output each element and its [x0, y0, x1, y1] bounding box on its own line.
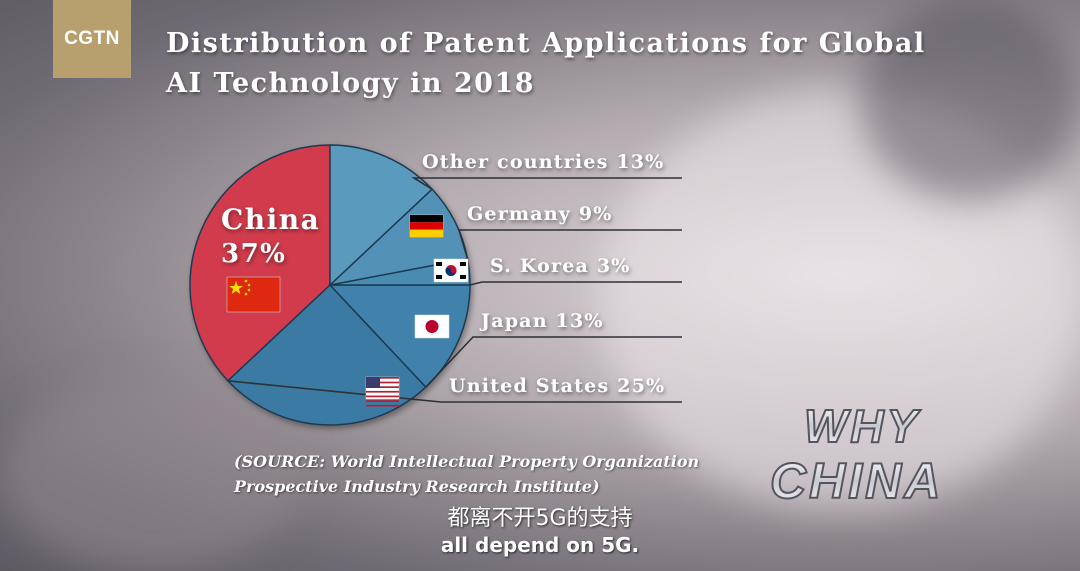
leader-line-other-countries [411, 177, 682, 190]
cgtn-logo: CGTN [53, 0, 131, 78]
china-label-percent: 37% [221, 239, 286, 269]
japan-flag-icon [414, 314, 450, 339]
watermark-line-2: CHINA [770, 453, 943, 509]
why-china-watermark: WHY CHINA [769, 399, 943, 510]
background-blur-shadow-left [0, 380, 300, 571]
subtitle-english: all depend on 5G. [440, 533, 640, 557]
watermark-line-1: WHY [804, 400, 922, 452]
leader-line-s-korea [469, 281, 682, 286]
slice-label-united-states: United States 25% [449, 375, 665, 397]
slice-label-s-korea: S. Korea 3% [490, 255, 631, 277]
chart-title: Distribution of Patent Applications for … [166, 28, 926, 99]
leader-line-germany [457, 229, 682, 259]
subtitle-chinese: 都离不开5G的支持 [447, 506, 633, 531]
source-line-1: (SOURCE: World Intellectual Property Org… [234, 452, 700, 471]
slice-label-other-countries: Other countries 13% [422, 151, 664, 173]
china-label-name: China [221, 203, 320, 236]
germany-flag-icon [409, 214, 444, 238]
source-note: (SOURCE: World Intellectual Property Org… [234, 449, 774, 499]
leader-line-japan [425, 336, 682, 388]
leader-line-united-states [227, 380, 682, 403]
china-flag-icon [226, 276, 281, 313]
source-line-2: Prospective Industry Research Institute) [234, 477, 600, 496]
background-blur-shadow [860, 0, 1080, 200]
pie-slice-other-countries [329, 144, 434, 287]
slice-label-germany: Germany 9% [467, 203, 612, 225]
south-korea-flag-icon [433, 258, 469, 283]
pie-slice-china [189, 144, 331, 382]
usa-flag-icon [365, 376, 400, 407]
slice-label-japan: Japan 13% [479, 310, 604, 332]
